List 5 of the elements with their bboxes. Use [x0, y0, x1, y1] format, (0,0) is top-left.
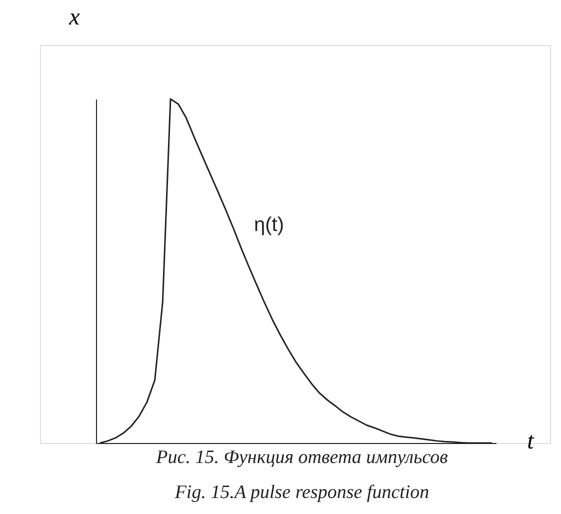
- text: Рис. 15. Функция ответа импульсов: [155, 447, 448, 468]
- y-axis-title: x: [68, 4, 80, 30]
- caption: Fig. 15.A pulse response function: [174, 482, 430, 503]
- x-axis-title: t: [527, 428, 536, 454]
- annotation: η(t): [254, 214, 284, 236]
